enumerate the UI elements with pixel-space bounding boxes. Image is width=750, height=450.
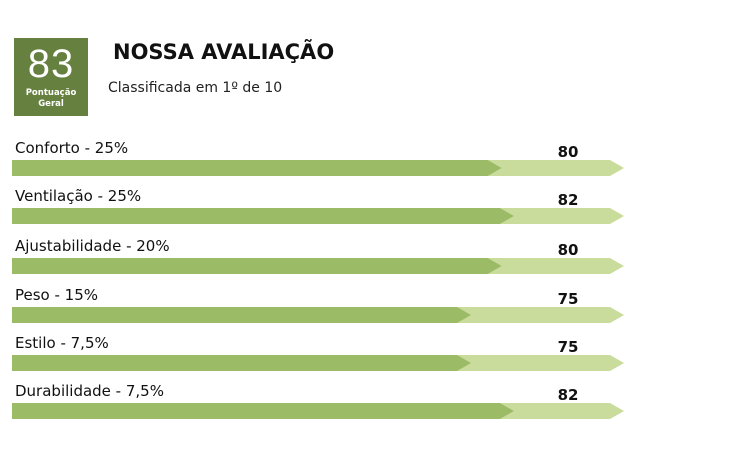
rating-row: Ventilação - 25% 82 [0,186,750,232]
rating-label: Conforto - 25% [15,139,129,157]
rating-label: Durabilidade - 7,5% [15,382,164,400]
rating-row: Peso - 15% 75 [0,285,750,331]
rating-bar-fill [12,208,514,224]
rating-label: Ajustabilidade - 20% [15,237,170,255]
rating-value: 82 [557,386,579,404]
rating-bar [12,403,624,419]
rating-bar-fill [12,160,502,176]
rating-bar [12,307,624,323]
rating-bar [12,208,624,224]
rating-value: 82 [557,191,579,209]
rating-row: Ajustabilidade - 20% 80 [0,236,750,282]
overall-score-label-line2: Geral [38,99,64,109]
rating-row: Conforto - 25% 80 [0,138,750,184]
overall-score-badge: 83 Pontuação Geral [14,38,88,116]
ranking-subtitle: Classificada em 1º de 10 [108,80,283,96]
rating-row: Estilo - 7,5% 75 [0,333,750,379]
rating-label: Peso - 15% [15,286,99,304]
overall-score-value: 83 [27,42,75,86]
rating-label: Ventilação - 25% [15,187,142,205]
rating-bar-fill [12,307,471,323]
rating-bar-fill [12,403,514,419]
rating-label: Estilo - 7,5% [15,334,109,352]
rating-value: 80 [557,241,579,259]
rating-bar [12,258,624,274]
page-title: NOSSA AVALIAÇÃO [113,40,335,64]
rating-value: 75 [557,338,579,356]
rating-value: 80 [557,143,579,161]
overall-score-label-line1: Pontuação [25,88,77,98]
rating-value: 75 [557,290,579,308]
rating-bar-fill [12,355,471,371]
overall-score-label: Pontuação Geral [14,88,88,110]
rating-bar-fill [12,258,502,274]
rating-row: Durabilidade - 7,5% 82 [0,381,750,427]
rating-bar [12,160,624,176]
rating-bar [12,355,624,371]
